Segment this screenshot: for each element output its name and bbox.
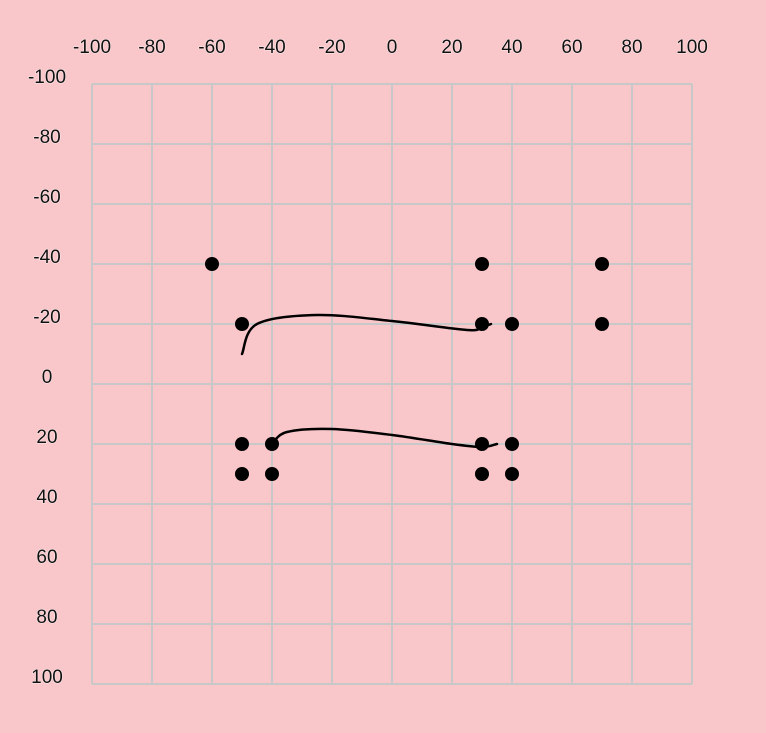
- y-tick-label: -100: [28, 67, 66, 88]
- data-point: [505, 437, 519, 451]
- point-layer: [205, 257, 609, 481]
- data-point: [235, 317, 249, 331]
- x-tick-label: 80: [621, 37, 642, 58]
- x-tick-label: 40: [501, 37, 522, 58]
- x-tick-label: 0: [387, 37, 398, 58]
- x-tick-label: 20: [441, 37, 462, 58]
- curve-line: [240, 313, 493, 356]
- y-tick-label: -60: [33, 187, 60, 208]
- data-point: [475, 317, 489, 331]
- y-tick-label: 60: [36, 547, 57, 568]
- data-point: [595, 257, 609, 271]
- data-point: [595, 317, 609, 331]
- y-tick-labels: -100 -80 -60 -40 -20 0 20 40 60 80 100: [27, 66, 66, 688]
- y-tick-label: -20: [33, 307, 60, 328]
- data-point: [505, 317, 519, 331]
- y-tick-label: 80: [36, 607, 57, 628]
- y-tick-label: 20: [36, 427, 57, 448]
- data-point: [265, 467, 279, 481]
- data-point: [235, 437, 249, 451]
- data-point: [235, 467, 249, 481]
- data-point: [505, 467, 519, 481]
- x-tick-label: -60: [198, 37, 225, 58]
- x-tick-label: 60: [561, 37, 582, 58]
- curve-layer: [240, 313, 499, 449]
- x-tick-label: -80: [138, 37, 165, 58]
- data-point: [475, 467, 489, 481]
- data-point: [475, 257, 489, 271]
- x-tick-label: -100: [73, 37, 111, 58]
- data-point: [205, 257, 219, 271]
- y-tick-label: -40: [33, 247, 60, 268]
- y-tick-label: 0: [42, 367, 53, 388]
- y-tick-label: 100: [31, 667, 63, 688]
- x-tick-labels: -100 -80 -60 -40 -20 0 20 40 60 80 100: [72, 36, 708, 58]
- data-point: [475, 437, 489, 451]
- y-tick-label: -80: [33, 127, 60, 148]
- x-tick-label: -20: [318, 37, 345, 58]
- data-point: [265, 437, 279, 451]
- y-tick-label: 40: [36, 487, 57, 508]
- grid-layer: [91, 83, 693, 685]
- x-tick-label: 100: [676, 37, 708, 58]
- x-tick-label: -40: [258, 37, 285, 58]
